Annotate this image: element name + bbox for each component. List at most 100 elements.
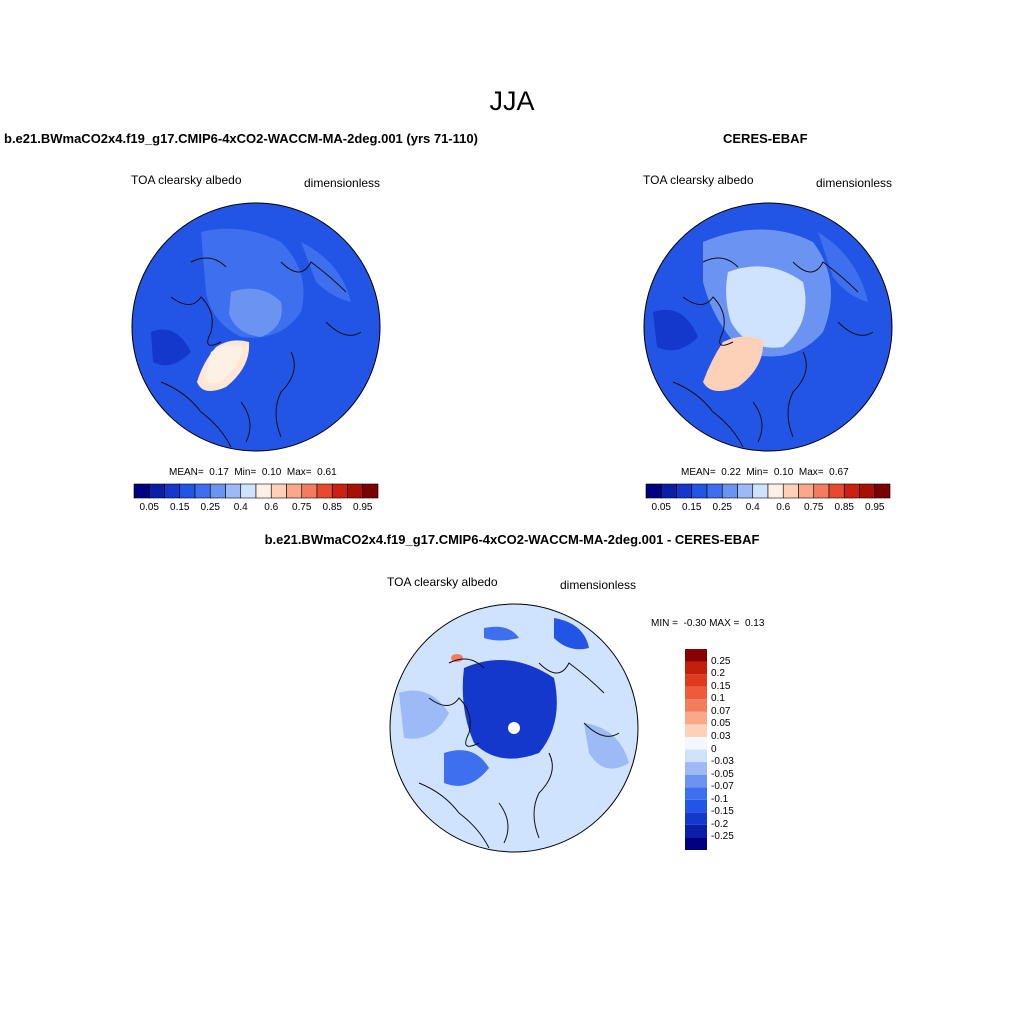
panel-2-stats: MEAN= 0.22 Min= 0.10 Max= 0.67 <box>681 467 849 478</box>
panel-3-colorbar-tick-label: -0.07 <box>711 781 734 793</box>
panel-3-colorbar-cell <box>685 824 707 838</box>
map-field-patch <box>653 309 698 351</box>
panel-1-colorbar-cell <box>179 483 196 499</box>
panel-3-colorbar-cell <box>685 787 707 800</box>
panel-2-colorbar-cell <box>828 483 845 499</box>
panel-3-colorbar-cell <box>685 837 707 850</box>
panel-2-colorbar-tick-label: 0.05 <box>651 502 671 513</box>
panel-1-colorbar-cell <box>225 483 242 499</box>
panel-3-colorbar-cell <box>685 674 707 687</box>
panel-3-colorbar <box>685 649 707 850</box>
map-arctic-region <box>462 660 557 759</box>
panel-2-colorbar-tick-label: 0.4 <box>745 502 760 513</box>
panel-2-colorbar-cell <box>798 483 815 499</box>
panel-2-colorbar-cell <box>813 483 830 499</box>
panel-2-colorbar-cell <box>676 483 693 499</box>
panel-1-map <box>131 202 381 452</box>
panel-3-colorbar-tick-label: 0.25 <box>711 655 731 667</box>
panel-1-colorbar-cell <box>194 483 211 499</box>
panel-2-colorbar-tick-label: 0.6 <box>776 502 791 513</box>
panel-3-colorbar-tick-label: -0.1 <box>711 793 729 805</box>
panel-2-colorbar-cell <box>843 483 860 499</box>
panel-2-map <box>643 202 893 452</box>
panel-1-colorbar-cell <box>240 483 257 499</box>
map-field-patch <box>484 626 519 641</box>
panel-3-colorbar-tick-label: -0.05 <box>711 768 734 780</box>
map-coastline <box>160 257 362 448</box>
panel-1-colorbar-cell <box>286 483 303 499</box>
panel-3-colorbar-cell <box>685 661 707 675</box>
panel-3-colorbar-cell <box>685 749 707 763</box>
panel-3-colorbar-cell <box>685 736 707 750</box>
panel-3-colorbar-cell <box>685 799 707 813</box>
map-coastline <box>418 658 620 849</box>
panel-1-colorbar-cell <box>255 483 272 499</box>
panel-2-colorbar-tick-label: 0.95 <box>865 502 885 513</box>
panel-1-colorbar-cell <box>209 483 226 499</box>
panel-2-colorbar-tick-label: 0.25 <box>712 502 732 513</box>
panel-1-title: b.e21.BWmaCO2x4.f19_g17.CMIP6-4xCO2-WACC… <box>4 131 478 146</box>
panel-3-variable: TOA clearsky albedo <box>387 575 498 589</box>
panel-3-colorbar-tick-label: 0.07 <box>711 705 731 717</box>
panel-3-map <box>389 603 639 853</box>
panel-3-colorbar-cell <box>685 649 707 662</box>
panel-3-colorbar-tick-label: 0.05 <box>711 718 731 730</box>
panel-1-variable: TOA clearsky albedo <box>131 173 242 187</box>
panel-2-colorbar-cell <box>782 483 799 499</box>
panel-1-colorbar-cell <box>270 483 287 499</box>
panel-2-variable: TOA clearsky albedo <box>643 173 754 187</box>
panel-2-colorbar-tick-label: 0.15 <box>682 502 702 513</box>
map-field-patch <box>151 329 191 366</box>
panel-2-colorbar-cell <box>691 483 708 499</box>
map-positive-anomaly <box>451 654 463 662</box>
panel-3-colorbar-cell <box>685 812 707 825</box>
map-field-patch <box>818 232 868 302</box>
panel-2-colorbar-cell <box>706 483 723 499</box>
panel-2-colorbar-cell <box>767 483 784 499</box>
panel-3-colorbar-tick-label: -0.15 <box>711 806 734 818</box>
panel-1-colorbar-tick-label: 0.25 <box>200 502 220 513</box>
panel-1-colorbar <box>133 483 379 499</box>
panel-1-colorbar-tick-label: 0.15 <box>170 502 190 513</box>
panel-1-colorbar-cell <box>148 483 165 499</box>
panel-2-colorbar-cell <box>721 483 738 499</box>
panel-1-colorbar-cell <box>133 483 150 499</box>
figure-season-title: JJA <box>489 86 535 116</box>
map-field-patch <box>301 242 351 302</box>
panel-3-colorbar-tick-label: -0.25 <box>711 831 734 843</box>
panel-1-colorbar-cell <box>301 483 318 499</box>
panel-3-colorbar-tick-label: -0.03 <box>711 756 734 768</box>
panel-3-title: b.e21.BWmaCO2x4.f19_g17.CMIP6-4xCO2-WACC… <box>264 532 760 547</box>
panel-1-colorbar-tick-label: 0.4 <box>233 502 248 513</box>
panel-1-colorbar-tick-label: 0.05 <box>139 502 159 513</box>
panel-2-colorbar-tick-label: 0.85 <box>834 502 854 513</box>
panel-2-colorbar-cell <box>859 483 876 499</box>
panel-2-colorbar-cell <box>660 483 677 499</box>
panel-3-colorbar-tick-label: 0.2 <box>711 668 725 680</box>
map-polar-hole <box>508 722 520 734</box>
map-arctic-region <box>726 266 806 348</box>
panel-1-stats: MEAN= 0.17 Min= 0.10 Max= 0.61 <box>169 467 337 478</box>
panel-3-colorbar-tick-label: 0.1 <box>711 693 725 705</box>
map-greenland-edge <box>205 345 243 384</box>
panel-2-colorbar-cell <box>737 483 754 499</box>
map-field-patch <box>554 618 589 650</box>
map-greenland-area <box>703 336 764 391</box>
panel-1-colorbar-cell <box>347 483 364 499</box>
panel-1-colorbar-tick-label: 0.75 <box>292 502 312 513</box>
panel-2-units: dimensionless <box>816 176 893 190</box>
panel-3-colorbar-cell <box>685 774 707 788</box>
panel-2-colorbar-cell <box>645 483 662 499</box>
panel-2-colorbar-tick-label: 0.75 <box>804 502 824 513</box>
panel-1-colorbar-cell <box>316 483 333 499</box>
panel-3-colorbar-tick-label: 0 <box>711 743 717 755</box>
map-coastline <box>672 257 874 448</box>
panel-2-colorbar <box>645 483 891 499</box>
panel-1-colorbar-cell <box>164 483 181 499</box>
panel-3-colorbar-tick-label: 0.15 <box>711 680 731 692</box>
panel-3-colorbar-tick-label: 0.03 <box>711 730 731 742</box>
panel-1-colorbar-tick-label: 0.6 <box>264 502 279 513</box>
panel-3-colorbar-cell <box>685 699 707 712</box>
map-field-patch <box>444 750 489 786</box>
panel-1-colorbar-tick-label: 0.85 <box>322 502 342 513</box>
